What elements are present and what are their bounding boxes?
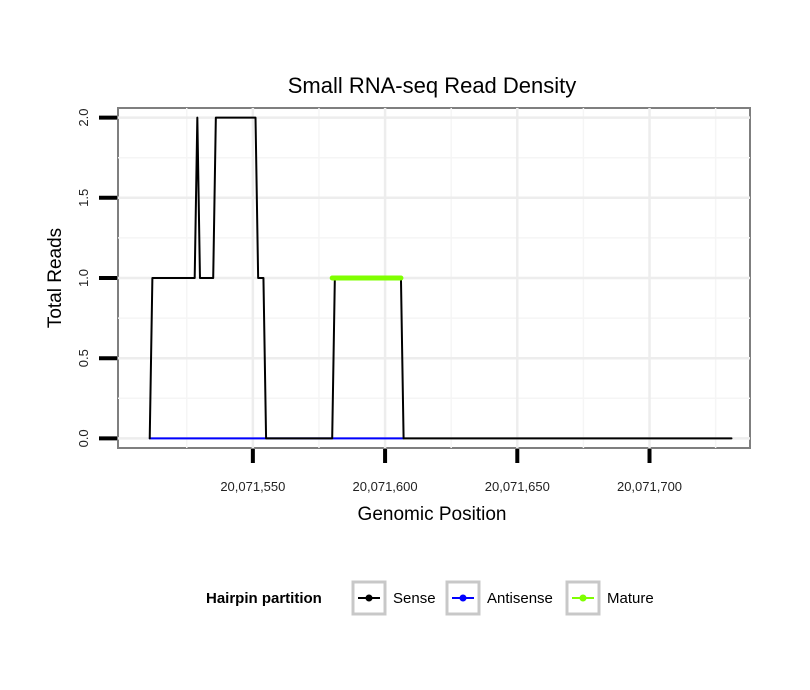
- legend: Hairpin partition Sense Antisense Mature: [206, 580, 654, 616]
- y-axis-title: Total Reads: [45, 228, 66, 328]
- y-tick-label-0: 0.0: [76, 429, 91, 447]
- x-tick-label-0: 20,071,550: [220, 479, 285, 494]
- y-tick-label-2: 1.0: [76, 269, 91, 287]
- y-tick-label-1: 0.5: [76, 349, 91, 367]
- legend-point-mature: [579, 594, 587, 602]
- x-tick-label-2: 20,071,650: [485, 479, 550, 494]
- x-axis-ticks: 20,071,550 20,071,600 20,071,650 20,071,700: [220, 449, 682, 494]
- legend-label-antisense: Antisense: [487, 590, 553, 607]
- legend-label-mature: Mature: [607, 590, 654, 607]
- y-tick-label-4: 2.0: [76, 109, 91, 127]
- legend-title: Hairpin partition: [206, 590, 322, 607]
- series-layer: [148, 116, 733, 440]
- grid-minor: [118, 108, 750, 448]
- y-axis-ticks: 0.0 0.5 1.0 1.5 2.0: [76, 109, 117, 447]
- y-tick-label-3: 1.5: [76, 189, 91, 207]
- legend-point-antisense: [459, 594, 467, 602]
- legend-point-sense: [365, 594, 373, 602]
- x-tick-label-1: 20,071,600: [353, 479, 418, 494]
- x-tick-label-3: 20,071,700: [617, 479, 682, 494]
- chart-title: Small RNA-seq Read Density: [288, 73, 577, 98]
- legend-label-sense: Sense: [393, 590, 436, 607]
- x-axis-title: Genomic Position: [358, 504, 507, 525]
